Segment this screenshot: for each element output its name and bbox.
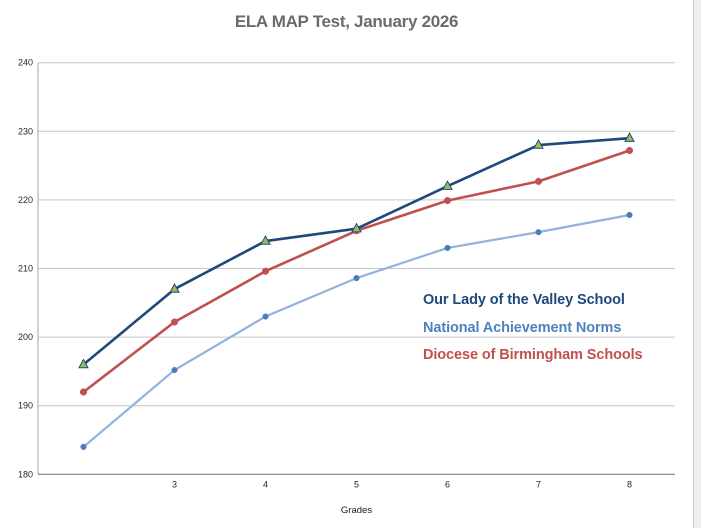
marker-triangle [624,132,635,142]
marker-circle [262,313,269,320]
y-tick-label: 240 [18,58,33,68]
x-tick-label: 6 [445,479,450,489]
x-tick-label: 4 [263,479,268,489]
marker-circle [79,388,88,396]
y-tick-label: 200 [18,332,33,342]
marker-circle [261,267,270,275]
marker-triangle [260,235,271,245]
y-tick-label: 220 [18,195,33,205]
window-edge-strip [693,0,701,528]
legend-label-national-norms: National Achievement Norms [423,320,622,336]
y-tick-label: 210 [18,264,33,274]
marker-triangle [533,138,544,149]
legend-label-diocese: Diocese of Birmingham Schools [423,347,643,363]
x-axis-title: Grades [340,505,373,516]
marker-circle [171,366,178,374]
marker-circle [534,177,543,185]
marker-circle [170,318,179,326]
legend-label-our-lady: Our Lady of the Valley School [423,292,625,308]
y-tick-label: 180 [18,469,33,479]
marker-triangle [78,358,89,369]
marker-circle [535,229,542,236]
chart-title: ELA MAP Test, January 2026 [234,12,459,31]
marker-triangle [169,283,180,293]
marker-circle [443,197,452,205]
x-tick-label: 7 [536,479,541,489]
x-tick-label: 8 [627,479,632,489]
marker-circle [626,211,633,219]
x-tick-label: 3 [172,479,177,489]
marker-triangle [351,222,362,233]
y-tick-label: 230 [18,126,33,136]
marker-circle [353,275,360,282]
y-tick-label: 190 [18,401,33,411]
marker-circle [444,244,451,251]
marker-triangle [442,180,453,190]
marker-circle [80,443,87,450]
x-tick-label: 5 [354,479,359,489]
marker-circle [625,146,634,155]
